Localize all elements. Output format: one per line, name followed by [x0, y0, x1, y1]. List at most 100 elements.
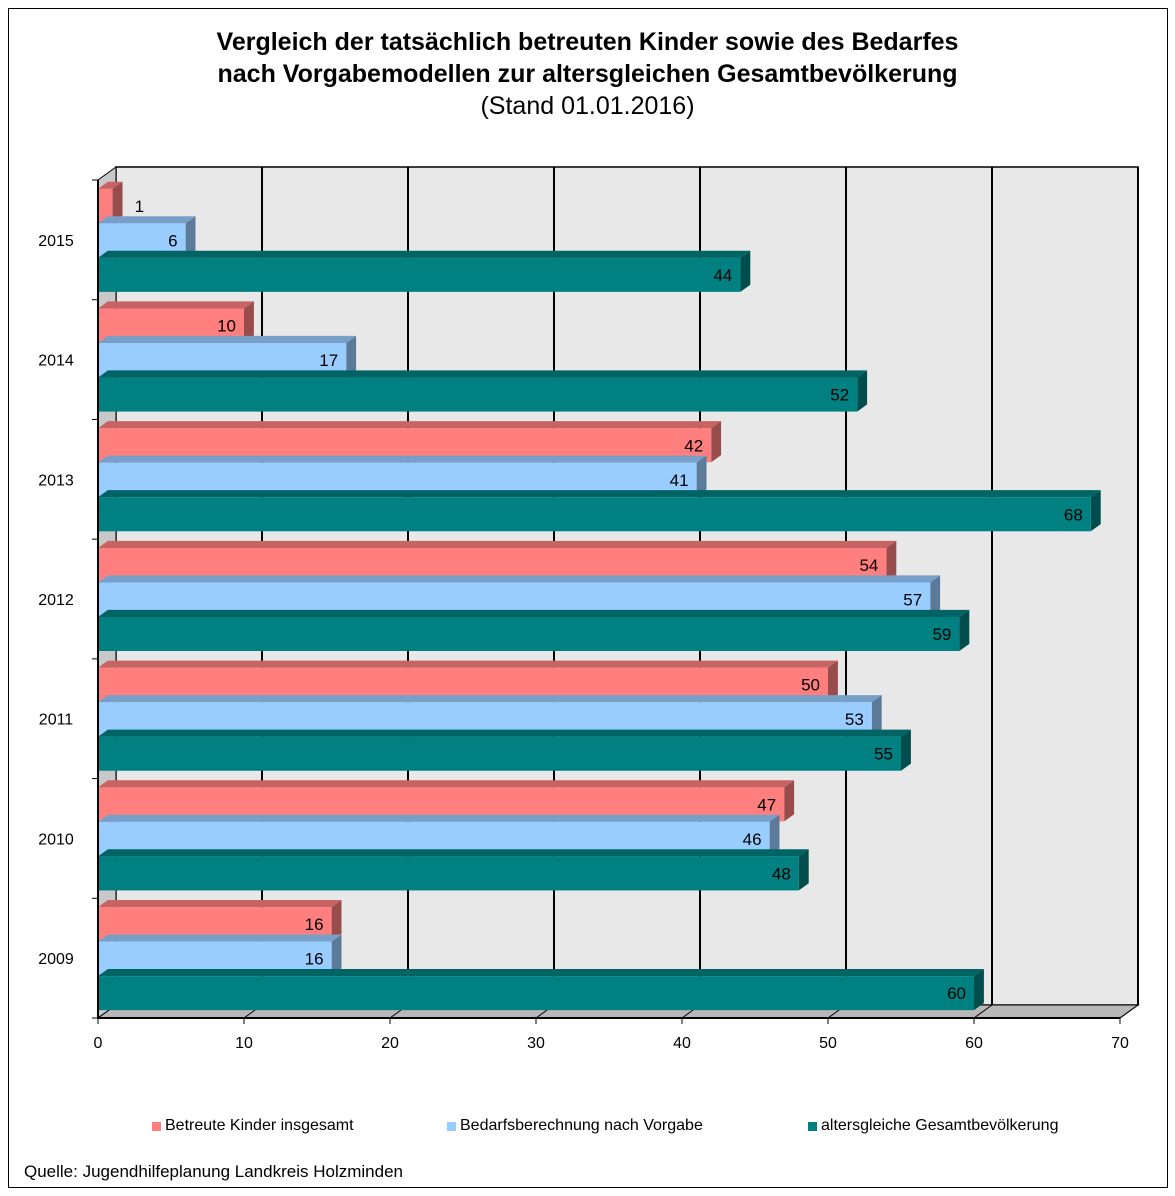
bar-top [98, 181, 123, 189]
bar-top [98, 216, 196, 224]
bar-side [331, 934, 342, 976]
bar [98, 736, 901, 771]
bar [98, 497, 1091, 532]
x-tick-label: 40 [673, 1035, 691, 1052]
bar-top [98, 780, 795, 788]
bar-top [98, 490, 1101, 498]
category-label: 2009 [38, 951, 74, 968]
x-tick-label: 10 [235, 1035, 253, 1052]
bar-side [784, 780, 795, 822]
bar-side [871, 695, 882, 737]
chart-subtitle: (Stand 01.01.2016) [480, 92, 695, 120]
bar [98, 377, 858, 412]
bar-side [740, 250, 751, 292]
bar-side [711, 421, 722, 463]
bar-side [828, 660, 838, 702]
source-note: Quelle: Jugendhilfeplanung Landkreis Hol… [24, 1162, 403, 1181]
data-label: 55 [874, 745, 893, 764]
legend-item-bedarf: Bedarfsberechnung nach Vorgabe [447, 1117, 703, 1135]
data-label: 46 [743, 830, 762, 849]
bar-side [331, 899, 342, 942]
bar [98, 976, 974, 1011]
bar-top [98, 660, 838, 668]
data-label: 1 [135, 197, 144, 216]
legend-swatch [152, 1121, 161, 1131]
bar-side [696, 455, 707, 497]
data-label: 52 [830, 386, 849, 405]
bar-side [112, 181, 123, 223]
data-label: 48 [772, 864, 791, 883]
bar [98, 188, 113, 223]
bar [98, 257, 741, 292]
category-label: 2011 [39, 712, 74, 729]
bar-top [98, 301, 254, 309]
bar-side [930, 575, 941, 617]
legend-label: altersgleiche Gesamtbevölkerung [821, 1117, 1059, 1134]
data-label: 54 [859, 556, 878, 575]
bar-top [98, 729, 911, 737]
bar-side [886, 540, 897, 582]
category-label: 2013 [38, 472, 74, 489]
gridline-floor [973, 1004, 993, 1019]
bar-top [98, 421, 722, 429]
x-tick-label: 20 [381, 1035, 399, 1052]
data-label: 6 [168, 231, 177, 250]
bar-side [959, 609, 970, 651]
data-label: 16 [305, 915, 324, 934]
chart-title: Vergleich der tatsächlich betreuten Kind… [216, 28, 959, 56]
category-label: 2014 [38, 353, 74, 370]
bar-side [346, 335, 357, 378]
bar-top [98, 934, 342, 942]
bar-top [98, 575, 941, 583]
data-label: 17 [319, 351, 338, 370]
data-label: 16 [305, 950, 324, 969]
data-label: 59 [932, 625, 951, 644]
bar-side [857, 370, 868, 412]
x-tick-label: 60 [965, 1035, 983, 1052]
bar-side [1090, 490, 1101, 532]
bar-top [98, 455, 707, 463]
bar-top [98, 968, 984, 977]
bar [98, 856, 799, 891]
category-label: 2012 [38, 592, 74, 609]
x-tick-label: 50 [819, 1035, 837, 1052]
data-label: 42 [684, 436, 703, 455]
category-label: 2010 [38, 831, 74, 848]
data-label: 47 [757, 795, 776, 814]
bar-top [98, 609, 970, 617]
legend-swatch [808, 1121, 817, 1131]
legend-item-betreute: Betreute Kinder insgesamt [152, 1117, 354, 1135]
x-tick-label: 0 [94, 1035, 103, 1052]
bar-top [98, 370, 868, 378]
bar-side [798, 849, 809, 891]
data-label: 10 [217, 317, 236, 336]
bar-top [98, 899, 342, 908]
bar-side [769, 814, 780, 856]
legend-swatch [447, 1121, 456, 1131]
bar-top [98, 540, 897, 548]
bar-top [98, 335, 357, 344]
x-tick-label: 70 [1111, 1035, 1129, 1052]
data-label: 68 [1064, 505, 1083, 524]
bar-top [98, 250, 751, 258]
legend-label: Betreute Kinder insgesamt [165, 1117, 354, 1134]
data-label: 50 [801, 676, 820, 695]
data-label: 44 [713, 266, 732, 285]
data-label: 57 [903, 591, 922, 610]
bar-side [244, 301, 254, 343]
bar-top [98, 814, 780, 822]
chart-title-line2: nach Vorgabemodellen zur altersgleichen … [217, 60, 958, 88]
data-label: 41 [670, 471, 689, 490]
bar-top [98, 695, 882, 703]
bar-side [185, 216, 196, 258]
bar-top [98, 849, 809, 857]
data-label: 60 [947, 984, 966, 1003]
x-tick-label: 30 [527, 1035, 545, 1052]
legend-item-bevoelkerung: altersgleiche Gesamtbevölkerung [808, 1117, 1058, 1135]
bar-side [901, 729, 911, 771]
legend-label: Bedarfsberechnung nach Vorgabe [460, 1117, 703, 1134]
bar [98, 617, 960, 651]
category-label: 2015 [38, 233, 74, 250]
gridline-floor [1119, 1004, 1139, 1019]
